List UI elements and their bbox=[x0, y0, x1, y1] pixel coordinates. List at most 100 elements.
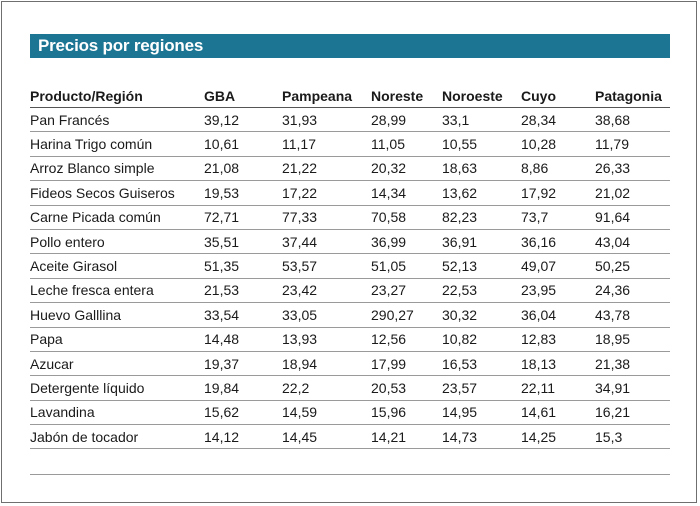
price-patagonia: 26,33 bbox=[595, 156, 670, 182]
price-noreste: 28,99 bbox=[371, 107, 442, 133]
price-noroeste: 82,23 bbox=[442, 205, 521, 230]
product-name: Aceite Girasol bbox=[30, 253, 204, 279]
price-pampeana: 14,45 bbox=[282, 424, 371, 450]
price-gba: 15,62 bbox=[204, 400, 282, 426]
price-pampeana: 18,94 bbox=[282, 351, 371, 377]
price-cuyo: 18,13 bbox=[521, 351, 595, 377]
header-product: Producto/Región bbox=[30, 84, 204, 108]
product-name: Papa bbox=[30, 327, 204, 352]
price-pampeana: 14,59 bbox=[282, 400, 371, 426]
price-gba: 19,53 bbox=[204, 180, 282, 206]
header-cuyo: Cuyo bbox=[521, 84, 595, 108]
price-cuyo: 14,25 bbox=[521, 424, 595, 450]
product-name: Jabón de tocador bbox=[30, 424, 204, 450]
table-body: Pan Francés 39,12 31,93 28,99 33,1 28,34 38,68… bbox=[30, 107, 670, 450]
product-name: Huevo Galllina bbox=[30, 302, 204, 328]
price-patagonia: 18,95 bbox=[595, 327, 670, 352]
price-pampeana: 77,33 bbox=[282, 205, 371, 230]
price-cuyo: 22,11 bbox=[521, 375, 595, 401]
price-noreste: 15,96 bbox=[371, 400, 442, 426]
price-noroeste: 16,53 bbox=[442, 351, 521, 377]
header-pampeana: Pampeana bbox=[282, 84, 371, 108]
table-row: Lavandina 15,62 14,59 15,96 14,95 14,61 16,21 bbox=[30, 400, 670, 426]
price-cuyo: 8,86 bbox=[521, 156, 595, 182]
price-noreste: 11,05 bbox=[371, 131, 442, 157]
table-row: Harina Trigo común 10,61 11,17 11,05 10,55 10… bbox=[30, 131, 670, 157]
table-row: Huevo Galllina 33,54 33,05 290,27 30,32 36,04… bbox=[30, 302, 670, 328]
price-gba: 33,54 bbox=[204, 302, 282, 328]
price-noroeste: 14,73 bbox=[442, 424, 521, 450]
price-cuyo: 10,28 bbox=[521, 131, 595, 157]
price-noreste: 14,21 bbox=[371, 424, 442, 450]
price-patagonia: 21,02 bbox=[595, 180, 670, 206]
product-name: Harina Trigo común bbox=[30, 131, 204, 157]
price-patagonia: 11,79 bbox=[595, 131, 670, 157]
price-gba: 35,51 bbox=[204, 229, 282, 255]
table-row: Leche fresca entera 21,53 23,42 23,27 22,53 2… bbox=[30, 278, 670, 304]
product-name: Carne Picada común bbox=[30, 205, 204, 230]
price-gba: 51,35 bbox=[204, 253, 282, 279]
price-noreste: 12,56 bbox=[371, 327, 442, 352]
price-cuyo: 17,92 bbox=[521, 180, 595, 206]
header-patagonia: Patagonia bbox=[595, 84, 670, 108]
price-pampeana: 53,57 bbox=[282, 253, 371, 279]
price-patagonia: 21,38 bbox=[595, 351, 670, 377]
table-row: Fideos Secos Guiseros 19,53 17,22 14,34 13,6… bbox=[30, 180, 670, 206]
price-pampeana: 22,2 bbox=[282, 375, 371, 401]
price-cuyo: 14,61 bbox=[521, 400, 595, 426]
header-gba: GBA bbox=[204, 84, 282, 108]
price-noroeste: 33,1 bbox=[442, 107, 521, 133]
product-name: Pollo entero bbox=[30, 229, 204, 255]
price-cuyo: 12,83 bbox=[521, 327, 595, 352]
price-noroeste: 10,82 bbox=[442, 327, 521, 352]
price-patagonia: 16,21 bbox=[595, 400, 670, 426]
prices-table: Producto/Región GBA Pampeana Noreste Nor… bbox=[30, 84, 670, 450]
price-cuyo: 28,34 bbox=[521, 107, 595, 133]
table-row: Aceite Girasol 51,35 53,57 51,05 52,13 49,07 5… bbox=[30, 253, 670, 279]
product-name: Lavandina bbox=[30, 400, 204, 426]
price-noroeste: 52,13 bbox=[442, 253, 521, 279]
price-patagonia: 43,04 bbox=[595, 229, 670, 255]
price-patagonia: 15,3 bbox=[595, 424, 670, 450]
price-gba: 19,84 bbox=[204, 375, 282, 401]
price-gba: 21,08 bbox=[204, 156, 282, 182]
price-gba: 39,12 bbox=[204, 107, 282, 133]
price-noreste: 36,99 bbox=[371, 229, 442, 255]
table-row: Pollo entero 35,51 37,44 36,99 36,91 36,16 43,… bbox=[30, 229, 670, 255]
product-name: Azucar bbox=[30, 351, 204, 377]
price-pampeana: 17,22 bbox=[282, 180, 371, 206]
price-gba: 21,53 bbox=[204, 278, 282, 304]
header-noroeste: Noroeste bbox=[442, 84, 521, 108]
price-noroeste: 10,55 bbox=[442, 131, 521, 157]
price-noreste: 20,32 bbox=[371, 156, 442, 182]
price-noreste: 290,27 bbox=[371, 302, 442, 328]
price-cuyo: 36,04 bbox=[521, 302, 595, 328]
table-row: Jabón de tocador 14,12 14,45 14,21 14,73 14,2… bbox=[30, 424, 670, 450]
table-row: Carne Picada común 72,71 77,33 70,58 82,23 73… bbox=[30, 205, 670, 230]
price-noroeste: 22,53 bbox=[442, 278, 521, 304]
price-noroeste: 30,32 bbox=[442, 302, 521, 328]
price-pampeana: 33,05 bbox=[282, 302, 371, 328]
price-pampeana: 21,22 bbox=[282, 156, 371, 182]
price-noroeste: 13,62 bbox=[442, 180, 521, 206]
price-noreste: 23,27 bbox=[371, 278, 442, 304]
price-pampeana: 13,93 bbox=[282, 327, 371, 352]
header-row: Producto/Región GBA Pampeana Noreste Nor… bbox=[30, 84, 670, 108]
price-noreste: 14,34 bbox=[371, 180, 442, 206]
price-patagonia: 38,68 bbox=[595, 107, 670, 133]
price-gba: 14,48 bbox=[204, 327, 282, 352]
price-gba: 10,61 bbox=[204, 131, 282, 157]
price-cuyo: 49,07 bbox=[521, 253, 595, 279]
price-pampeana: 11,17 bbox=[282, 131, 371, 157]
price-noreste: 51,05 bbox=[371, 253, 442, 279]
table-row: Arroz Blanco simple 21,08 21,22 20,32 18,63 8… bbox=[30, 156, 670, 182]
price-noreste: 20,53 bbox=[371, 375, 442, 401]
price-cuyo: 36,16 bbox=[521, 229, 595, 255]
price-patagonia: 34,91 bbox=[595, 375, 670, 401]
product-name: Leche fresca entera bbox=[30, 278, 204, 304]
price-pampeana: 31,93 bbox=[282, 107, 371, 133]
table-row: Pan Francés 39,12 31,93 28,99 33,1 28,34 38,68 bbox=[30, 107, 670, 133]
price-noroeste: 23,57 bbox=[442, 375, 521, 401]
product-name: Arroz Blanco simple bbox=[30, 156, 204, 182]
